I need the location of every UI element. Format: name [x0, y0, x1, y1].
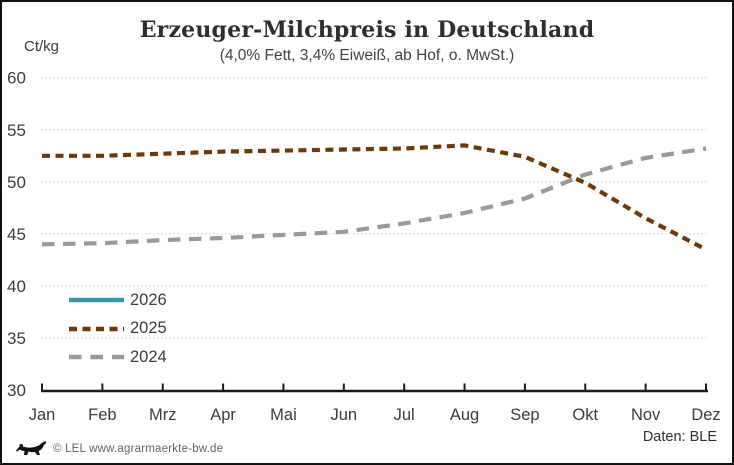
y-tick-label: 35	[7, 329, 26, 348]
legend-item-2025: 2025	[68, 315, 167, 344]
series-line-2024	[41, 146, 707, 247]
x-tick-label: Apr	[210, 406, 236, 424]
x-tick-label: Sep	[510, 406, 539, 424]
legend-line-longdash-icon	[69, 355, 124, 360]
x-tick-label: Mrz	[149, 406, 177, 424]
legend-item-2026: 2026	[68, 286, 167, 315]
lel-lion-logo	[16, 441, 47, 455]
x-tick-label: Mai	[270, 406, 297, 424]
chart-title: Erzeuger-Milchpreis in Deutschland	[139, 17, 595, 43]
x-tick-label: Jul	[394, 406, 415, 424]
y-tick-label: 55	[7, 121, 26, 140]
legend-label: 2026	[130, 290, 167, 309]
series-line-2025	[42, 143, 707, 252]
chart-subtitle: (4,0% Fett, 3,4% Eiweiß, ab Hof, o. MwSt…	[219, 47, 515, 64]
x-tick-label: Okt	[572, 406, 598, 424]
legend-label: 2025	[130, 319, 167, 338]
x-tick-label: Nov	[631, 406, 661, 424]
legend-line-solid-icon	[69, 298, 124, 303]
data-source-label: Daten: BLE	[642, 429, 717, 445]
legend-line-dashed-icon	[69, 326, 124, 331]
x-tick-label: Feb	[88, 406, 116, 424]
y-tick-label: 60	[7, 69, 26, 88]
chart-legend: 2026 2025 2024	[68, 286, 167, 372]
y-tick-label: 45	[7, 225, 26, 244]
legend-label: 2024	[130, 347, 167, 366]
y-axis-unit-label: Ct/kg	[24, 38, 60, 55]
y-tick-label: 30	[7, 381, 26, 400]
x-tick-label: Dez	[691, 406, 720, 424]
x-tick-label: Jun	[331, 406, 358, 424]
x-tick-label: Jan	[29, 406, 56, 424]
y-tick-label: 40	[7, 277, 26, 296]
legend-item-2024: 2024	[68, 343, 167, 372]
x-tick-label: Aug	[450, 406, 479, 424]
copyright-text: © LEL www.agrarmaerkte-bw.de	[53, 443, 224, 455]
y-tick-label: 50	[7, 173, 26, 192]
